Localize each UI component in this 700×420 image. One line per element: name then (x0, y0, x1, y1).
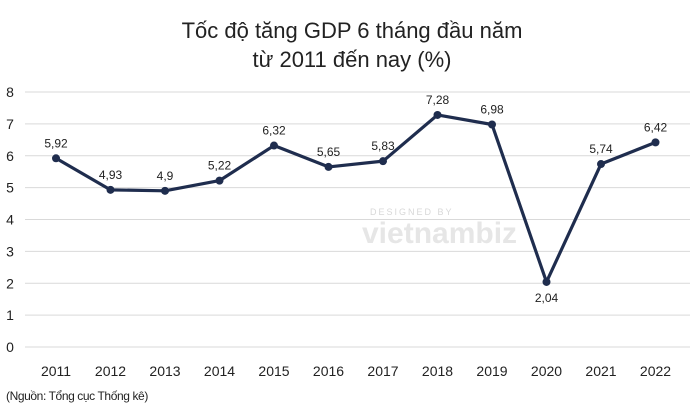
x-tick-label: 2017 (367, 363, 398, 379)
data-label: 5,22 (208, 159, 232, 173)
x-tick-label: 2014 (204, 363, 235, 379)
data-label: 5,83 (371, 139, 395, 153)
data-point (651, 138, 660, 147)
data-label: 4,93 (99, 168, 123, 182)
data-label: 5,65 (317, 145, 341, 159)
watermark-brand: vietnambiz (362, 217, 517, 250)
data-point (433, 110, 442, 119)
chart-title-line-2: từ 2011 đến nay (%) (253, 47, 452, 72)
x-tick-label: 2019 (476, 363, 507, 379)
y-tick-label: 6 (6, 148, 14, 164)
data-point (215, 176, 224, 185)
y-tick-label: 1 (6, 307, 14, 323)
watermark-designed-by: DESIGNED BY (370, 207, 454, 217)
chart-title-line-1: Tốc độ tăng GDP 6 tháng đầu năm (182, 18, 523, 43)
x-tick-label: 2012 (95, 363, 126, 379)
x-tick-label: 2022 (640, 363, 671, 379)
gdp-growth-line (55, 113, 657, 284)
source-note: (Nguồn: Tổng cục Thống kê) (6, 389, 148, 403)
x-tick-label: 2021 (585, 363, 616, 379)
x-tick-label: 2018 (422, 363, 453, 379)
y-tick-label: 5 (6, 180, 14, 196)
data-point (161, 186, 169, 195)
data-point (52, 154, 60, 163)
y-tick-label: 8 (6, 84, 14, 100)
data-label: 4,9 (157, 169, 174, 183)
y-tick-label: 0 (6, 339, 14, 355)
data-points (52, 110, 660, 286)
data-label: 6,32 (262, 124, 286, 138)
data-label: 6,42 (644, 120, 668, 134)
x-tick-label: 2011 (41, 363, 71, 379)
data-point (542, 277, 551, 286)
y-tick-label: 2 (6, 275, 14, 291)
data-labels: 5,92 4,93 4,9 5,22 6,32 5,65 5,83 7,28 6,98 2,04 5… (44, 93, 667, 305)
data-point (106, 185, 115, 194)
x-tick-label: 2020 (531, 363, 562, 379)
data-label: 7,28 (426, 93, 450, 107)
y-tick-label: 4 (6, 212, 14, 228)
data-label: 5,74 (589, 142, 613, 156)
data-label: 6,98 (480, 103, 504, 117)
x-tick-label: 2015 (258, 363, 289, 379)
data-point (597, 160, 605, 169)
y-tick-label: 7 (6, 116, 14, 132)
data-label: 5,92 (44, 136, 68, 150)
grid-lines (25, 91, 690, 348)
y-axis-ticks: 0 1 2 3 4 5 6 7 8 (6, 84, 14, 355)
y-tick-label: 3 (6, 243, 14, 259)
data-label: 2,04 (535, 291, 559, 305)
x-tick-label: 2013 (149, 363, 180, 379)
x-tick-label: 2016 (313, 363, 344, 379)
data-point (379, 157, 387, 166)
x-axis-ticks: 2011 2012 2013 2014 2015 2016 2017 2018 2019 2020… (41, 363, 671, 379)
data-point (270, 141, 278, 150)
data-point (488, 120, 496, 129)
watermark: DESIGNED BY vietnambiz (362, 207, 517, 250)
data-point (324, 162, 333, 171)
